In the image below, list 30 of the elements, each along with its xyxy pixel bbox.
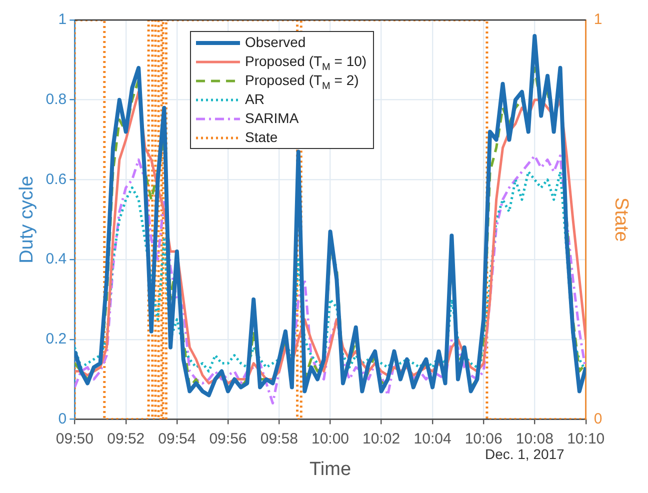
y2-tick-label: 0: [594, 410, 602, 428]
line-series: [74, 154, 586, 404]
x-tick-label: 09:52: [107, 430, 145, 448]
x-tick-label: 10:06: [464, 430, 502, 448]
y-tick-label: 0: [58, 410, 67, 428]
legend-label: Observed: [245, 33, 306, 52]
x-tick-label: 09:54: [158, 430, 196, 448]
legend-label: State: [245, 128, 278, 147]
x-tick-label: 10:04: [414, 430, 452, 448]
x-tick-label: 10:00: [311, 430, 350, 448]
y-tick-label: 0.4: [46, 250, 67, 268]
x-tick-label: 09:58: [260, 430, 298, 448]
y-tick-label: 0.2: [46, 330, 67, 348]
y-tick-label: 1: [58, 11, 67, 28]
y2-tick-label: 1: [594, 11, 602, 28]
text: Dec. 1, 2017: [484, 446, 565, 462]
y2-axis-title: State: [610, 197, 632, 242]
x-tick-label: 09:50: [56, 430, 94, 448]
legend-label: Proposed (T$_{M}$ = 10): [245, 52, 367, 73]
y-tick-label: 0.8: [46, 90, 67, 108]
x-axis-title: Time: [309, 458, 352, 480]
x-tick-label: 10:02: [362, 430, 400, 448]
x-tick-label: 09:56: [209, 430, 247, 448]
x-tick-label: 10:10: [567, 430, 605, 448]
legend-label: Proposed (T$_{M}$ = 2): [245, 71, 359, 92]
x-tick-label: 10:08: [516, 430, 554, 448]
legend-label: AR: [245, 90, 264, 109]
y-axis-title: Duty cycle: [16, 176, 38, 264]
legend-label: SARIMA: [245, 109, 299, 128]
y-tick-label: 0.6: [46, 170, 67, 188]
